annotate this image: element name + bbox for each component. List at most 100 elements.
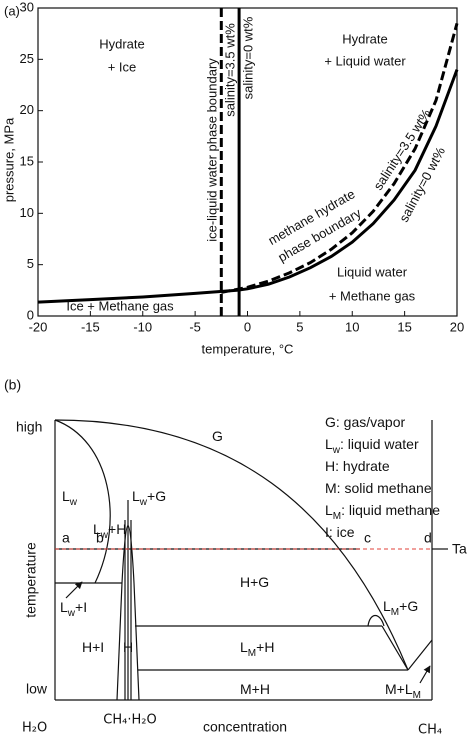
label-part: +H	[256, 639, 274, 655]
region-label: Lw+G	[132, 488, 166, 508]
label-part: +G	[147, 488, 166, 504]
label-part: +I	[75, 599, 87, 615]
region-label: LM+G	[383, 598, 418, 618]
y-tick-label: 5	[27, 256, 34, 271]
label-part: I	[325, 524, 329, 540]
label-part: L	[60, 599, 68, 615]
x-axis-title: temperature, °C	[202, 341, 294, 356]
label-part: H	[325, 458, 335, 474]
label-part: L	[93, 521, 101, 537]
region-label: LM+H	[240, 639, 274, 659]
label-part: M+L	[385, 681, 413, 697]
legend-item: M: solid methane	[325, 480, 432, 496]
legend-item: H: hydrate	[325, 458, 390, 474]
label-part: L	[325, 436, 333, 452]
label-part: L	[325, 502, 333, 518]
legend-item: LM: liquid methane	[325, 502, 440, 522]
label-part: : liquid methane	[341, 502, 440, 518]
label-part: : hydrate	[335, 458, 390, 474]
phase-boundary-line	[37, 69, 459, 304]
label-part: M+H	[240, 681, 270, 697]
annotation: Hydrate	[342, 31, 388, 46]
annotation: Liquid water	[337, 264, 408, 279]
region-label: Lw+H	[93, 521, 126, 541]
point-label: c	[364, 530, 371, 546]
point-label: a	[62, 530, 70, 546]
annotation: + Methane gas	[329, 288, 416, 303]
label-part: +G	[399, 598, 418, 614]
x-tick-label: -10	[133, 319, 152, 334]
x-tick-label: 15	[397, 319, 411, 334]
legend-item: I: ice	[325, 524, 355, 540]
y-tick-label: 20	[20, 102, 34, 117]
x-tick-label: 0	[244, 319, 251, 334]
y-tick-label: 15	[20, 153, 34, 168]
axis-label: CH₄	[418, 723, 442, 738]
label-part: : liquid water	[340, 436, 419, 452]
region-label: M+LM	[385, 681, 421, 701]
x-axis-title: concentration	[203, 719, 287, 735]
region-label: H	[123, 639, 133, 655]
label-subscript: w	[100, 530, 109, 541]
region-label: H+G	[240, 574, 269, 590]
axis-label: high	[16, 419, 42, 435]
label-subscript: w	[332, 445, 341, 456]
annotation: salinity=3.5 wt%	[222, 23, 237, 117]
label-part: H	[123, 639, 133, 655]
label-part: : solid methane	[337, 480, 432, 496]
region-label: G	[212, 428, 223, 444]
region-label: M+H	[240, 681, 270, 697]
x-tick-label: 20	[450, 319, 464, 334]
x-tick-label: -5	[189, 319, 201, 334]
label-part: H+G	[240, 574, 269, 590]
point-label: Ta	[452, 541, 467, 557]
x-tick-label: 10	[345, 319, 359, 334]
region-label: Lw+I	[60, 599, 87, 619]
label-part: L	[240, 639, 248, 655]
phase-boundary-line	[221, 23, 459, 294]
annotation: ice-liquid water phase boundary	[204, 58, 219, 242]
axis-label: CH₄·H₂O	[103, 713, 156, 728]
point-label: d	[424, 530, 432, 546]
label-subscript: M	[413, 690, 421, 701]
legend-item: G: gas/vapor	[325, 414, 405, 430]
label-part: : gas/vapor	[336, 414, 406, 430]
label-part: L	[62, 488, 70, 504]
label-subscript: M	[391, 607, 399, 618]
label-subscript: w	[139, 497, 148, 508]
panel-label: (a)	[4, 3, 20, 18]
y-tick-label: 30	[20, 0, 34, 14]
label-part: L	[132, 488, 140, 504]
label-part: G	[212, 428, 223, 444]
label-part: M	[325, 480, 337, 496]
annotation: Ice + Methane gas	[66, 298, 174, 313]
label-part: L	[383, 598, 391, 614]
phase-diagram-lines	[54, 419, 448, 701]
legend-item: Lw: liquid water	[325, 436, 419, 456]
axis-label: low	[26, 681, 48, 697]
label-part: H+I	[82, 639, 104, 655]
y-tick-label: 10	[20, 205, 34, 220]
label-subscript: M	[248, 648, 256, 659]
axis-label: H₂O	[22, 721, 47, 736]
label-subscript: w	[67, 608, 76, 619]
annotation: + Ice	[108, 59, 137, 74]
region-label: Lw	[62, 488, 78, 508]
annotation: Hydrate	[99, 36, 145, 51]
label-part: G	[325, 414, 336, 430]
y-axis-title: temperature	[23, 542, 39, 618]
y-axis-title: pressure, MPa	[1, 117, 16, 202]
point-label: b	[96, 530, 104, 546]
label-subscript: w	[69, 497, 78, 508]
region-label: H+I	[82, 639, 104, 655]
annotation: salinity=0 wt%	[240, 16, 255, 99]
label-part: : ice	[329, 524, 355, 540]
annotation: + Liquid water	[324, 53, 406, 68]
label-part: +H	[108, 521, 126, 537]
label-subscript: M	[333, 511, 341, 522]
x-tick-label: 5	[296, 319, 303, 334]
x-tick-label: -20	[29, 319, 48, 334]
y-tick-label: 25	[20, 51, 34, 66]
panel-label: (b)	[4, 377, 21, 393]
